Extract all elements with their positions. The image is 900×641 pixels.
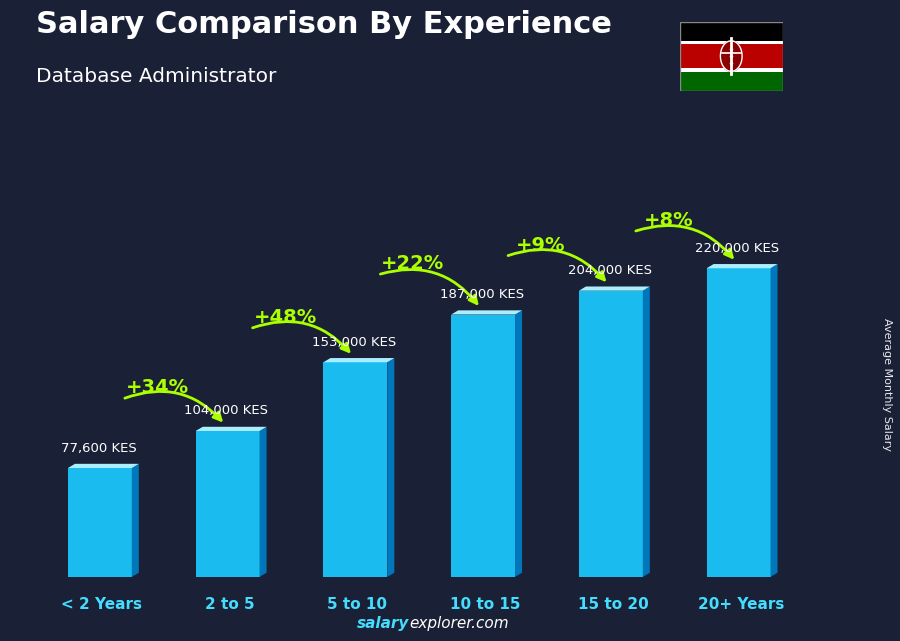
- Text: +48%: +48%: [254, 308, 317, 327]
- Text: 204,000 KES: 204,000 KES: [568, 264, 652, 277]
- Bar: [680, 22, 783, 40]
- Bar: [680, 68, 783, 72]
- Text: +8%: +8%: [644, 211, 693, 230]
- Polygon shape: [643, 287, 650, 577]
- Text: 104,000 KES: 104,000 KES: [184, 404, 268, 417]
- Text: 10 to 15: 10 to 15: [450, 597, 520, 612]
- Text: 77,600 KES: 77,600 KES: [60, 442, 137, 454]
- Text: 20+ Years: 20+ Years: [698, 597, 784, 612]
- Text: +34%: +34%: [126, 378, 189, 397]
- Polygon shape: [706, 264, 778, 268]
- Polygon shape: [323, 358, 394, 362]
- Bar: [579, 291, 643, 577]
- Polygon shape: [131, 464, 139, 577]
- Bar: [706, 268, 770, 577]
- Text: Salary Comparison By Experience: Salary Comparison By Experience: [36, 10, 612, 38]
- Polygon shape: [68, 464, 139, 468]
- Text: 187,000 KES: 187,000 KES: [440, 288, 524, 301]
- Text: explorer.com: explorer.com: [410, 617, 509, 631]
- Polygon shape: [770, 264, 778, 577]
- Text: Average Monthly Salary: Average Monthly Salary: [881, 318, 892, 451]
- Polygon shape: [720, 41, 742, 71]
- Polygon shape: [579, 287, 650, 291]
- Polygon shape: [195, 427, 266, 431]
- Bar: [680, 40, 783, 44]
- Bar: [323, 362, 387, 577]
- Bar: [68, 468, 131, 577]
- Text: 5 to 10: 5 to 10: [328, 597, 388, 612]
- Text: +9%: +9%: [516, 236, 565, 254]
- Text: 15 to 20: 15 to 20: [578, 597, 648, 612]
- Polygon shape: [387, 358, 394, 577]
- Polygon shape: [259, 427, 266, 577]
- Bar: [195, 431, 259, 577]
- Text: +22%: +22%: [382, 254, 445, 273]
- Text: 153,000 KES: 153,000 KES: [312, 336, 396, 349]
- Bar: [451, 315, 515, 577]
- Bar: [680, 44, 783, 68]
- Bar: [680, 72, 783, 90]
- Text: < 2 Years: < 2 Years: [61, 597, 142, 612]
- Polygon shape: [451, 310, 522, 315]
- Polygon shape: [515, 310, 522, 577]
- Text: 2 to 5: 2 to 5: [205, 597, 255, 612]
- Text: 220,000 KES: 220,000 KES: [695, 242, 779, 254]
- Text: Database Administrator: Database Administrator: [36, 67, 276, 87]
- Text: salary: salary: [357, 617, 410, 631]
